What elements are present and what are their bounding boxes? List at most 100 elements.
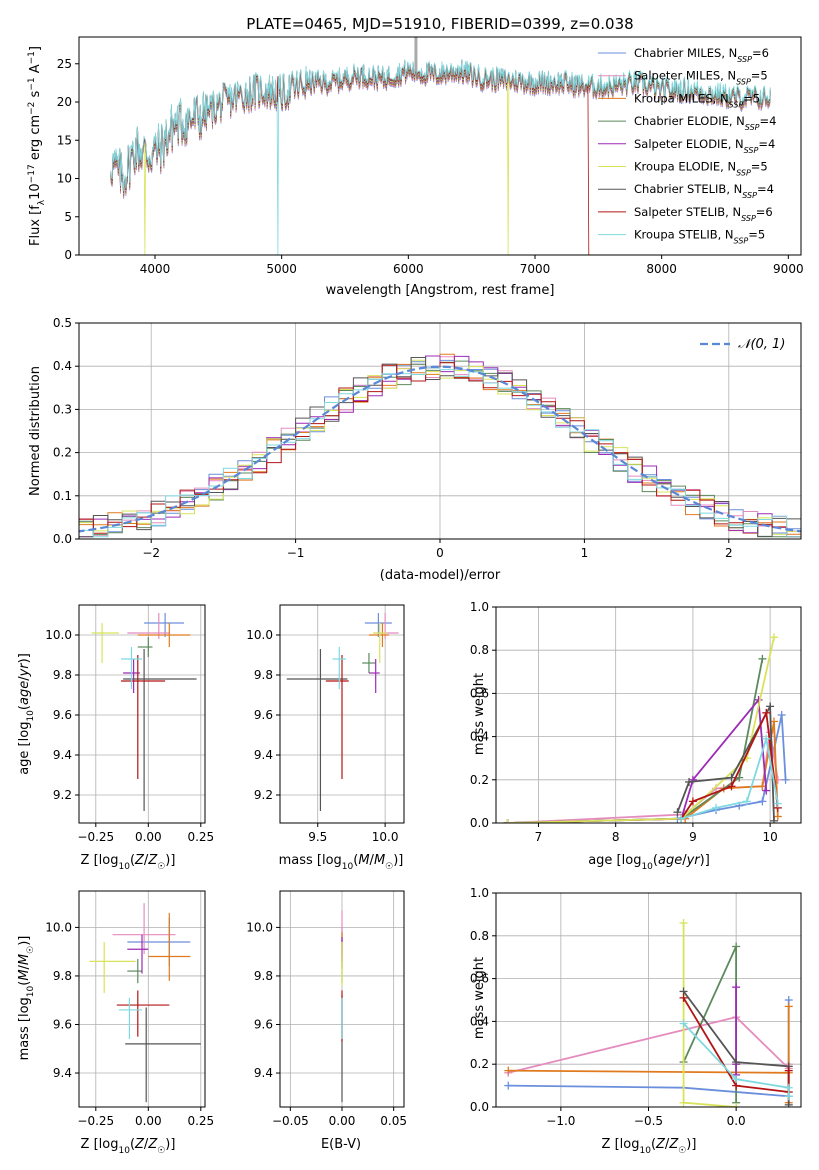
spectrum-line-kroupa-miles (110, 64, 771, 197)
y-tick-label: 9.2 (254, 788, 273, 802)
spectrum-x-tick-label: 4000 (140, 262, 171, 276)
panel-frame (78, 604, 206, 824)
x-tick-label: 10.0 (372, 830, 399, 844)
mwZ-xlabel: Z [log10(Z/Z☉)] (602, 1137, 697, 1156)
spectrum-y-tick-label: 20 (57, 95, 72, 109)
spectrum-panel: 4000 5000 6000 7000 8000 9000 0 5 10 15 20 25 wave… (27, 36, 804, 298)
spectrum-line-kroupa-stelib (110, 58, 771, 255)
spectrum-ylabel: Flux [fλ10−17 erg cm−2 s−1 A−1] (27, 46, 47, 246)
residual-hist-salpeter-stelib (79, 362, 801, 538)
x-tick-label: 0.05 (380, 1114, 407, 1128)
residual-y-tick-label: 0.4 (53, 359, 72, 373)
x-tick-label: 8 (612, 830, 620, 844)
residual-y-tick-label: 0.5 (53, 316, 72, 330)
x-tick-label: 0.25 (187, 1114, 214, 1128)
y-tick-label: 9.4 (53, 748, 72, 762)
spectrum-x-tick-label: 7000 (520, 262, 551, 276)
y-tick-label: 9.6 (254, 708, 273, 722)
mass-weight-vs-metallicity-panel: −1.0 −0.5 0.0 0.0 0.2 0.4 0.6 0.8 1.0 (470, 886, 802, 1128)
x-tick-label: −0.25 (77, 830, 114, 844)
spectrum-y-tick-label: 0 (64, 248, 72, 262)
y-tick-label: 10.0 (246, 628, 273, 642)
massEBV-xlabel: E(B-V) (321, 1137, 361, 1152)
x-tick-label: 0.00 (135, 1114, 162, 1128)
y-tick-label: 1.0 (470, 886, 489, 900)
spectrum-y-ticks: 0 5 10 15 20 25 (57, 57, 79, 262)
spectrum-line-chabrier-elodie (110, 63, 771, 196)
series-line-kroupa-miles (508, 1006, 790, 1103)
massZ-xlabel: Z [log10(Z/Z☉)] (81, 1137, 176, 1156)
residual-histograms (79, 353, 801, 538)
residual-x-tick-label: 1 (581, 546, 589, 560)
y-tick-label: 9.6 (254, 1017, 273, 1031)
series-line-kroupa-stelib (682, 1022, 790, 1097)
y-tick-label: 10.0 (45, 920, 72, 934)
plot-area (286, 613, 399, 811)
massZ-ylabel: mass [log10(M/M☉)] (17, 936, 36, 1061)
plot-area (504, 918, 793, 1107)
y-tick-label: 9.4 (254, 748, 273, 762)
spectrum-y-tick-label: 25 (57, 57, 72, 71)
spectrum-x-tick-label: 9000 (773, 262, 804, 276)
mwAge-ylabel: mass weight (472, 673, 487, 755)
residual-x-tick-label: −1 (287, 546, 305, 560)
legend-label-chabrier-miles: Chabrier MILES, NSSP=6 (634, 46, 769, 64)
y-tick-label: 0.2 (470, 1057, 489, 1071)
spectrum-lines (110, 37, 771, 255)
y-tick-label: 0.6 (470, 972, 489, 986)
spectrum-xlabel: wavelength [Angstrom, rest frame] (326, 283, 555, 298)
residual-hist-kroupa-stelib (79, 367, 801, 538)
panel-frame (495, 606, 802, 824)
residual-x-ticks: −2 −1 0 1 2 (142, 539, 733, 560)
y-tick-label: 9.8 (53, 668, 72, 682)
y-tick-label: 9.2 (53, 788, 72, 802)
spectrum-y-tick-label: 5 (64, 210, 72, 224)
ageZ-ylabel: age [log10(age/yr)] (17, 653, 36, 775)
residual-hist-chabrier-elodie (79, 360, 801, 538)
x-tick-label: −0.25 (77, 1114, 114, 1128)
y-tick-label: 0.6 (470, 686, 489, 700)
residual-x-tick-label: 0 (436, 546, 444, 560)
plot-area (89, 903, 201, 1103)
residual-x-tick-label: −2 (142, 546, 160, 560)
y-tick-label: 0.8 (470, 643, 489, 657)
ageZ-xlabel: Z [log10(Z/Z☉)] (81, 853, 176, 872)
y-tick-label: 9.4 (254, 1066, 273, 1080)
legend-label-kroupa-miles: Kroupa MILES, NSSP=5 (634, 91, 760, 109)
panel-frame (78, 890, 206, 1108)
x-tick-label: 0.00 (135, 830, 162, 844)
legend-label-chabrier-stelib: Chabrier STELIB, NSSP=4 (634, 182, 774, 200)
x-tick-label: 7 (535, 830, 543, 844)
y-tick-label: 0.4 (470, 730, 489, 744)
spectrum-y-tick-label: 10 (57, 172, 72, 186)
y-tick-label: 9.8 (254, 668, 273, 682)
mass-vs-ebv-panel: −0.05 0.00 0.05 9.4 9.6 9.8 10.0 (246, 890, 407, 1128)
spectrum-title: PLATE=0465, MJD=51910, FIBERID=0399, z=0… (246, 15, 633, 33)
spectrum-x-tick-label: 5000 (266, 262, 297, 276)
mwZ-ylabel: mass weight (472, 957, 487, 1039)
legend-label-kroupa-elodie: Kroupa ELODIE, NSSP=5 (634, 160, 768, 178)
series-line-chabrier-elodie (682, 946, 737, 1103)
legend-label-chabrier-elodie: Chabrier ELODIE, NSSP=4 (634, 114, 776, 132)
y-tick-label: 9.4 (53, 1066, 72, 1080)
series-line-kroupa-elodie (682, 923, 737, 1107)
mass-vs-metallicity-panel: −0.25 0.00 0.25 9.4 9.6 9.8 10.0 (45, 890, 214, 1128)
y-tick-label: 0.4 (470, 1014, 489, 1028)
x-tick-label: 0.0 (727, 1114, 746, 1128)
y-tick-label: 1.0 (470, 600, 489, 614)
spectrum-x-tick-label: 8000 (646, 262, 677, 276)
legend-label-salpeter-elodie: Salpeter ELODIE, NSSP=4 (634, 137, 775, 155)
series-line-chabrier-miles (507, 714, 787, 823)
residual-x-tick-label: 2 (725, 546, 733, 560)
y-tick-label: 0.8 (470, 929, 489, 943)
y-tick-label: 0.0 (470, 1100, 489, 1114)
spectrum-line-chabrier-miles (110, 66, 771, 199)
spectrum-line-salpeter-miles (110, 65, 771, 198)
residual-xlabel: (data-model)/error (380, 568, 501, 583)
x-tick-label: 0.25 (187, 830, 214, 844)
residual-y-tick-label: 0.0 (53, 532, 72, 546)
spectrum-y-tick-label: 15 (57, 133, 72, 147)
residual-y-tick-label: 0.3 (53, 402, 72, 416)
residual-y-ticks: 0.0 0.1 0.2 0.3 0.4 0.5 (53, 316, 79, 546)
y-tick-label: 9.6 (53, 1017, 72, 1031)
